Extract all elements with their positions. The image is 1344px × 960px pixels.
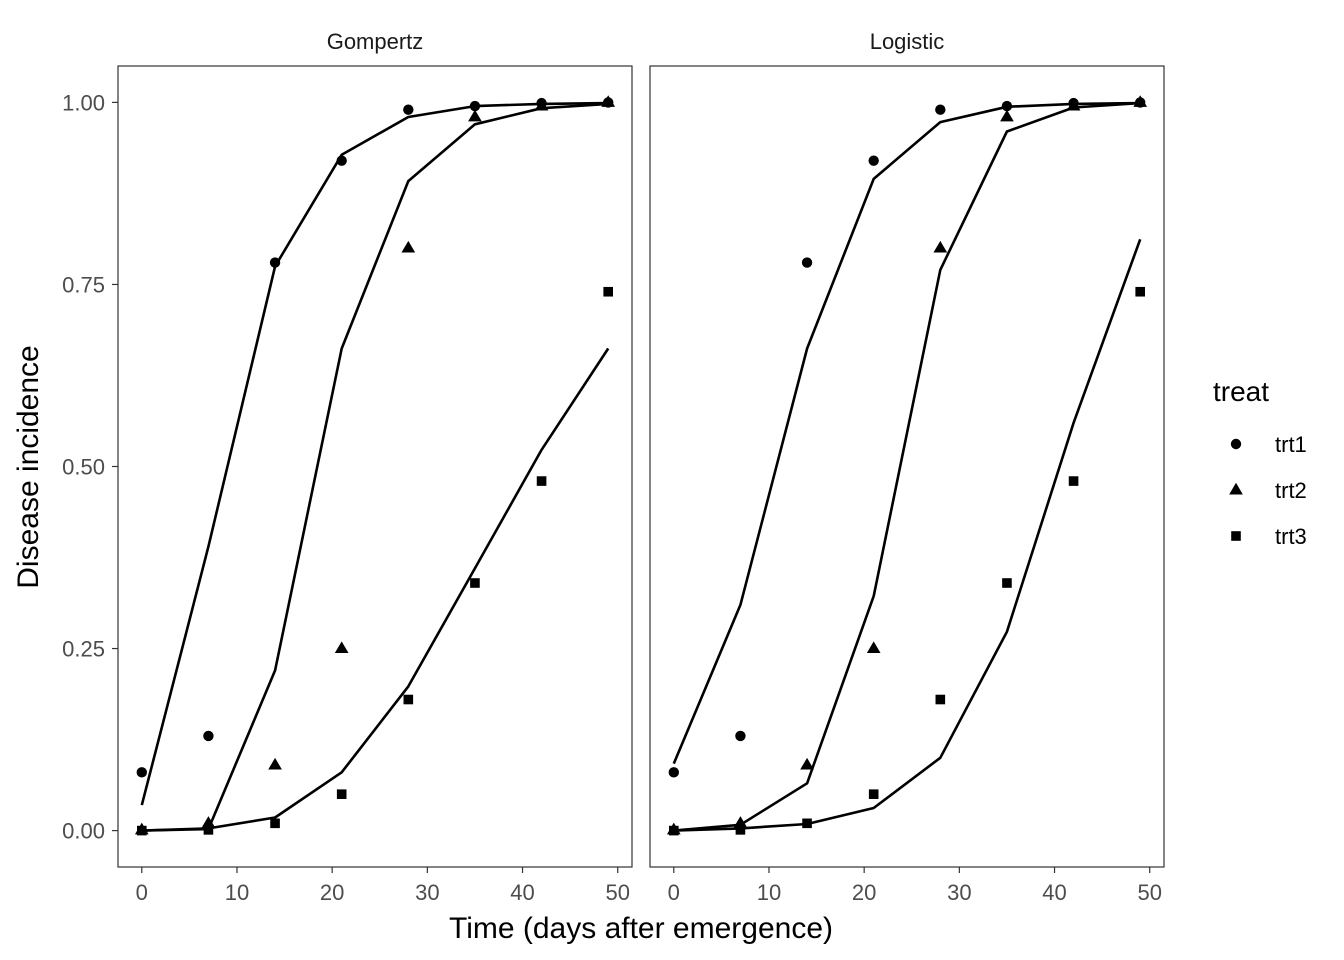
points-trt3 — [668, 286, 1146, 836]
legend-key-trt2 — [1229, 482, 1243, 495]
data-point-trt2 — [733, 816, 748, 828]
data-point-trt2 — [201, 816, 216, 828]
fit-line-trt3 — [673, 238, 1142, 832]
legend-item-trt3: trt3 — [1231, 524, 1307, 549]
points-trt3 — [136, 286, 614, 836]
data-point-trt1 — [735, 730, 746, 742]
data-point-trt3 — [470, 578, 480, 588]
data-point-trt3 — [603, 286, 614, 297]
points-trt1 — [136, 97, 614, 778]
data-point-trt1 — [403, 104, 414, 115]
y-tick-label: 0.75 — [62, 272, 105, 297]
data-point-trt3 — [802, 818, 812, 829]
data-point-trt1 — [269, 257, 281, 268]
legend-label: trt1 — [1275, 432, 1307, 457]
data-point-trt1 — [136, 767, 147, 778]
x-axis-title: Time (days after emergence) — [449, 912, 833, 945]
legend-key-trt3 — [1231, 531, 1241, 541]
fit-line-trt1 — [140, 101, 609, 806]
legend-label: trt2 — [1275, 478, 1307, 503]
x-tick-label: 50 — [1137, 880, 1161, 905]
data-point-trt1 — [668, 767, 679, 778]
data-point-trt1 — [203, 730, 214, 742]
fit-line-trt2 — [141, 102, 609, 832]
x-tick-label: 40 — [1042, 880, 1066, 905]
facet-panel-logistic: Logistic 0 10 20 30 40 50 — [649, 29, 1165, 905]
x-tick-label: 30 — [947, 880, 971, 905]
data-point-trt2 — [468, 109, 482, 122]
panel-border — [649, 65, 1165, 868]
x-tick-label: 0 — [668, 880, 680, 905]
y-tick-label: 1.00 — [62, 90, 105, 115]
data-point-trt2 — [268, 757, 282, 770]
fit-line-trt2 — [673, 101, 1141, 832]
data-point-trt3 — [935, 694, 946, 705]
data-point-trt3 — [136, 825, 147, 836]
data-point-trt2 — [1066, 98, 1081, 111]
y-axis-title: Disease incidence — [12, 345, 45, 588]
points-trt2 — [666, 95, 1148, 835]
x-tick-label: 40 — [510, 880, 534, 905]
points-trt2 — [134, 95, 616, 835]
data-point-trt2 — [534, 98, 549, 111]
legend-label: trt3 — [1275, 524, 1307, 549]
fit-line-trt1 — [672, 101, 1141, 765]
y-tick-label: 0.50 — [62, 455, 105, 480]
data-point-trt2 — [1000, 109, 1014, 122]
y-tick-label: 0.25 — [62, 637, 105, 662]
data-point-trt2 — [401, 240, 416, 253]
x-tick-label: 0 — [136, 880, 148, 905]
data-point-trt2 — [866, 641, 881, 654]
facet-panel-gompertz: Gompertz 0 10 20 30 40 50 0.00 0.25 0.50 0.75 1.00 — [62, 29, 633, 905]
data-point-trt3 — [868, 789, 879, 799]
data-point-trt3 — [1068, 476, 1079, 486]
data-point-trt2 — [334, 641, 349, 654]
data-point-trt2 — [1133, 95, 1148, 107]
facet-title: Logistic — [870, 29, 945, 54]
data-point-trt3 — [1002, 578, 1012, 588]
data-point-trt3 — [336, 789, 347, 799]
data-point-trt1 — [336, 155, 347, 166]
data-point-trt3 — [270, 818, 280, 829]
data-point-trt2 — [933, 240, 948, 253]
data-point-trt3 — [403, 694, 414, 705]
data-point-trt3 — [668, 825, 679, 836]
data-point-trt2 — [601, 95, 616, 107]
panel-border — [117, 65, 633, 868]
data-point-trt2 — [800, 757, 814, 770]
x-tick-label: 20 — [852, 880, 876, 905]
data-point-trt3 — [203, 825, 214, 835]
facet-title: Gompertz — [327, 29, 424, 54]
x-tick-label: 30 — [415, 880, 439, 905]
data-point-trt1 — [1001, 100, 1013, 112]
data-point-trt3 — [536, 476, 547, 486]
data-point-trt1 — [935, 104, 946, 115]
data-point-trt3 — [735, 825, 746, 835]
legend-item-trt1: trt1 — [1230, 432, 1307, 457]
data-point-trt1 — [868, 155, 879, 166]
legend-key-trt1 — [1230, 438, 1242, 450]
data-point-trt3 — [1135, 286, 1146, 297]
x-tick-label: 20 — [320, 880, 344, 905]
y-tick-label: 0.00 — [62, 819, 105, 844]
legend-title: treat — [1213, 376, 1269, 407]
x-tick-label: 10 — [225, 880, 249, 905]
data-point-trt1 — [801, 257, 813, 268]
legend-item-trt2: trt2 — [1229, 478, 1307, 503]
x-tick-label: 10 — [757, 880, 781, 905]
fit-line-trt3 — [141, 347, 610, 832]
data-point-trt1 — [469, 100, 481, 112]
facet-panels: Gompertz 0 10 20 30 40 50 0.00 0.25 0.50 0.75 1.00 L… — [62, 29, 1165, 905]
x-tick-label: 50 — [605, 880, 629, 905]
